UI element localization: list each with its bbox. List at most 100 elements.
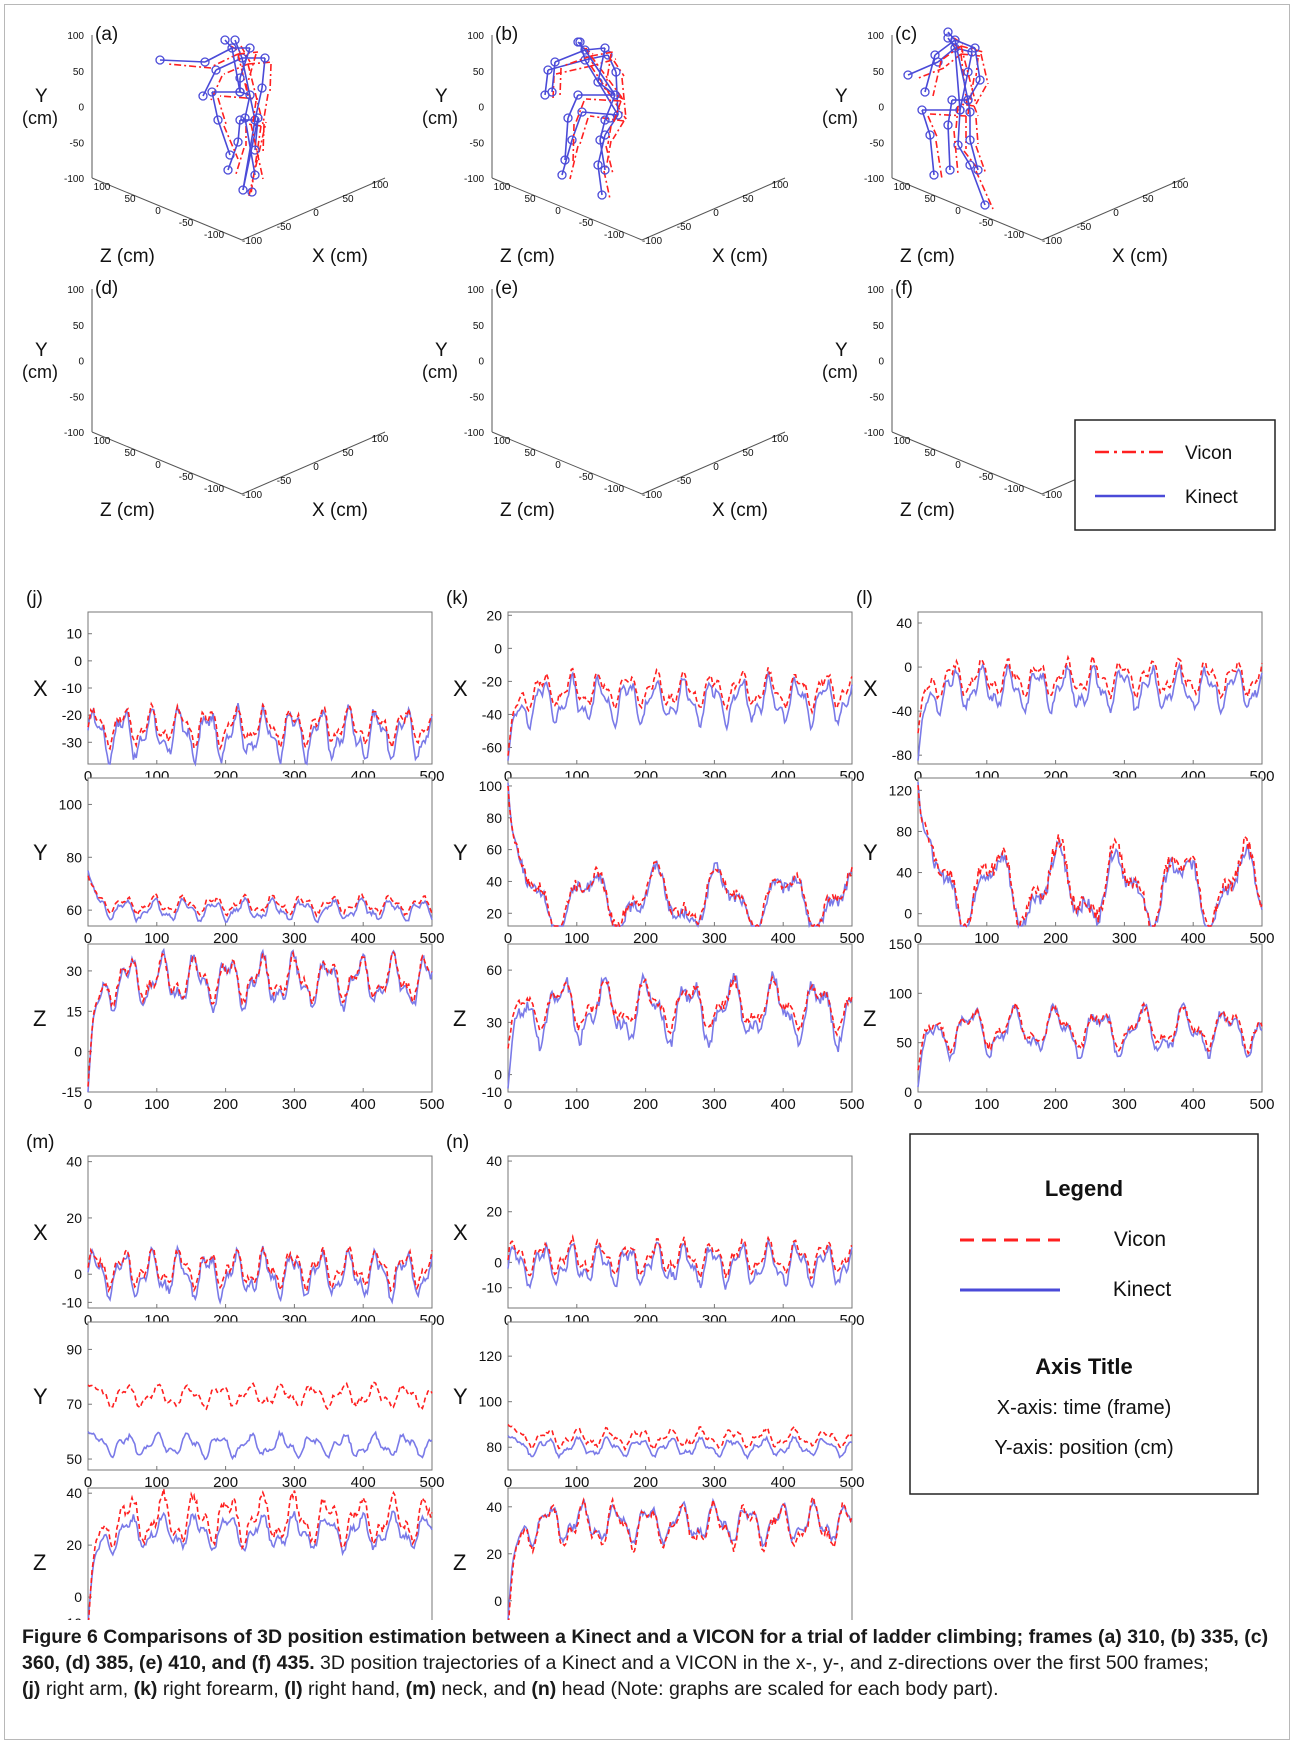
vicon-bone bbox=[590, 55, 624, 100]
vicon-bone bbox=[217, 97, 227, 125]
kinect-joint bbox=[600, 115, 610, 125]
x-tick-label: 200 bbox=[633, 1474, 658, 1491]
caption-body: 3D position trajectories of a Kinect and… bbox=[320, 1652, 1209, 1674]
vicon-bone bbox=[927, 115, 939, 140]
y-tick-label: 90 bbox=[66, 1341, 82, 1357]
kinect-joint bbox=[975, 75, 985, 85]
y-tick-label: 100 bbox=[59, 796, 83, 812]
x-tick-label: 500 bbox=[839, 930, 864, 947]
vicon-bone bbox=[572, 123, 575, 165]
kinect-joint bbox=[929, 170, 939, 180]
y-tick-label: 60 bbox=[486, 842, 502, 858]
subplot-y: Y 100 80 60 40 200 100 200 300 400 500 bbox=[453, 777, 865, 947]
kinect-bone bbox=[261, 57, 266, 89]
y-axis-unit: (cm) bbox=[822, 362, 858, 382]
y-tick-label: 40 bbox=[486, 1499, 502, 1515]
y-tick-label: 40 bbox=[486, 1153, 502, 1169]
vicon-bone bbox=[590, 65, 627, 120]
kinect-joint bbox=[965, 160, 975, 170]
legend-title: Legend bbox=[1045, 1176, 1123, 1201]
vicon-series-line bbox=[507, 667, 853, 756]
z-tick-label: 100 bbox=[894, 436, 911, 447]
kinect-joint bbox=[973, 165, 983, 175]
kinect-bone bbox=[969, 139, 979, 171]
kinect-bone bbox=[967, 99, 971, 113]
kinect-series-line bbox=[87, 947, 433, 1093]
kinect-joint bbox=[980, 200, 990, 210]
y-tick-label: 0 bbox=[494, 1593, 502, 1609]
kinect-bone bbox=[957, 109, 961, 146]
vicon-bone bbox=[935, 140, 943, 180]
kinect-series-line bbox=[87, 1429, 433, 1461]
vicon-bone bbox=[219, 95, 247, 99]
y-tick-label: -10 bbox=[482, 1084, 502, 1100]
kinect-joint bbox=[943, 120, 953, 130]
x-tick-label: 100 bbox=[564, 930, 589, 947]
axis-label: X bbox=[33, 676, 48, 701]
x-tick-label: 300 bbox=[282, 930, 307, 947]
kinect-bone bbox=[907, 61, 939, 76]
kinect-joint bbox=[925, 130, 935, 140]
axis-label: Y bbox=[33, 1384, 48, 1409]
x-axis-line bbox=[641, 431, 786, 495]
y-tick-label: 15 bbox=[66, 1003, 82, 1019]
kinect-joint bbox=[560, 155, 570, 165]
caption-part-m-text: neck, and bbox=[435, 1678, 532, 1700]
z-tick-label: 50 bbox=[924, 194, 936, 205]
x-tick-label: 0 bbox=[84, 930, 92, 947]
x-tick-label: 400 bbox=[1181, 930, 1206, 947]
vicon-series-line bbox=[87, 1243, 433, 1294]
kinect-joint bbox=[943, 27, 953, 37]
z-tick-label: 100 bbox=[494, 182, 511, 193]
y-tick-label: 50 bbox=[473, 321, 485, 332]
x-tick-label: 200 bbox=[213, 1096, 238, 1113]
x-tick-label: 200 bbox=[1043, 1096, 1068, 1113]
z-axis-line bbox=[91, 431, 243, 495]
main-legend: Legend Vicon Kinect Axis Title X-axis: time … bbox=[909, 1133, 1259, 1495]
vicon-series-line bbox=[507, 975, 853, 1049]
vicon-series-line bbox=[507, 1233, 853, 1281]
y-tick-label: 100 bbox=[67, 31, 84, 42]
vicon-series-line bbox=[507, 1495, 853, 1620]
axis-label: Z bbox=[33, 1550, 46, 1575]
kinect-bone bbox=[234, 39, 243, 59]
y-tick-label: 50 bbox=[73, 67, 85, 78]
kinect-joint bbox=[200, 57, 210, 67]
vicon-bone bbox=[955, 105, 959, 130]
vicon-bone bbox=[223, 125, 239, 160]
z-tick-label: -50 bbox=[179, 218, 194, 229]
kinect-joint bbox=[903, 70, 913, 80]
y-tick-label: 80 bbox=[486, 1439, 502, 1455]
y-tick-label: 100 bbox=[889, 985, 913, 1001]
kinect-joint bbox=[240, 113, 250, 123]
y-tick-label: -100 bbox=[64, 174, 84, 185]
legend-x-axis: X-axis: time (frame) bbox=[997, 1397, 1171, 1419]
z-axis-label: Z (cm) bbox=[100, 500, 155, 521]
kinect-bone bbox=[597, 164, 603, 196]
x-tick-label: 0 bbox=[504, 768, 512, 785]
figure-caption: Figure 6 Comparisons of 3D position esti… bbox=[22, 1624, 1272, 1702]
x-axis-label: X (cm) bbox=[312, 500, 368, 521]
vicon-bone bbox=[605, 145, 614, 175]
x-tick-label: 50 bbox=[742, 448, 754, 459]
y-tick-label: 50 bbox=[66, 1451, 82, 1467]
kinect-joint bbox=[213, 115, 223, 125]
kinect-joint bbox=[917, 105, 927, 115]
z-tick-label: -100 bbox=[604, 484, 624, 495]
kinect-joint bbox=[953, 140, 963, 150]
plot-frame bbox=[917, 611, 1263, 765]
kinect-bone bbox=[597, 47, 606, 83]
x-tick-label: 300 bbox=[1112, 1096, 1137, 1113]
axis-label: Z bbox=[33, 1006, 46, 1031]
kinect-joint bbox=[543, 65, 553, 75]
x-tick-label: 500 bbox=[839, 1096, 864, 1113]
kinect-bone bbox=[551, 61, 556, 93]
kinect-joint bbox=[963, 95, 973, 105]
y-tick-label: -20 bbox=[482, 673, 502, 689]
vicon-bone bbox=[589, 115, 625, 122]
x-tick-label: 200 bbox=[633, 1096, 658, 1113]
y-tick-label: -50 bbox=[870, 392, 885, 403]
